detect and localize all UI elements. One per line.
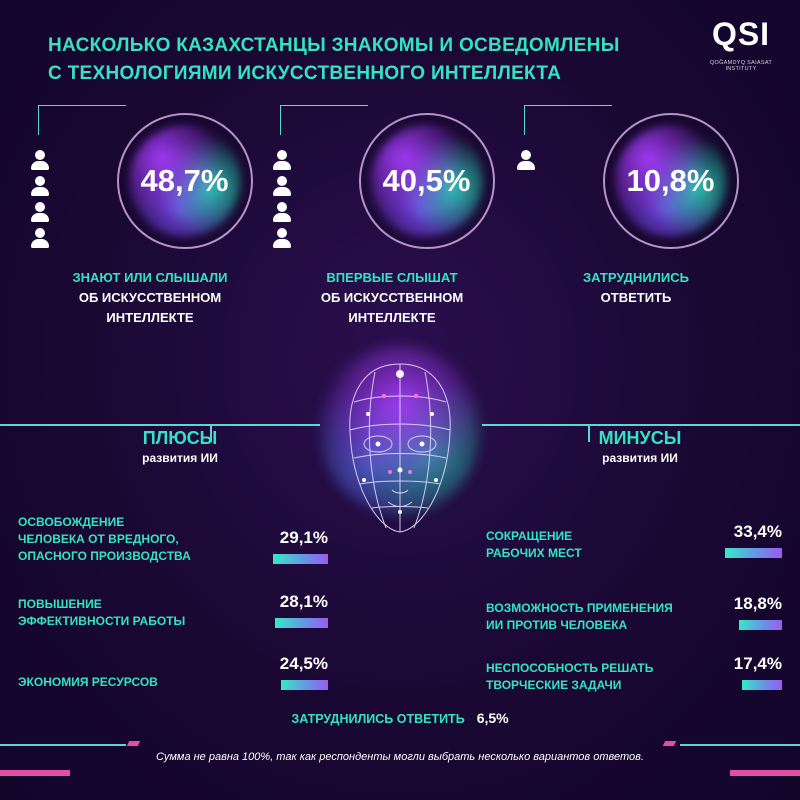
cons-bar-1 [724,548,782,558]
person-icon [272,150,292,172]
stat-label-l3: ИНТЕЛЛЕКТЕ [106,310,194,325]
person-icon [30,150,50,172]
cons-value-3: 17,4% [733,654,782,673]
pros-bar-2 [274,618,328,628]
footer-mark-left [126,741,141,746]
pros-label-3: ЭКОНОМИЯ РЕСУРСОВ [18,674,158,691]
cons-label-line: СОКРАЩЕНИЕ [486,529,573,543]
footer-line-right [680,744,800,746]
footer-line-left [0,744,126,746]
pros-label-1: ОСВОБОЖДЕНИЕ ЧЕЛОВЕКА ОТ ВРЕДНОГО, ОПАСНОГ… [18,514,191,565]
logo-text: QSI [711,16,771,52]
title-line-1: НАСКОЛЬКО КАЗАХСТАНЦЫ ЗНАКОМЫ И ОСВЕДОМЛ… [48,35,620,56]
stat-circle: 10,8% [603,113,739,249]
blob-decoration [129,125,241,237]
stat-bracket [524,105,612,135]
cons-bar-3 [742,680,782,690]
pros-title: ПЛЮСЫ [142,428,218,448]
cons-title: МИНУСЫ [598,428,682,448]
cons-label-line: ТВОРЧЕСКИЕ ЗАДАЧИ [486,678,622,692]
difficult-answer: ЗАТРУДНИЛИСЬ ОТВЕТИТЬ 6,5% [0,710,800,726]
bottom-decoration-left [0,770,70,776]
cons-label-line: ИИ ПРОТИВ ЧЕЛОВЕКА [486,618,628,632]
stat-value: 48,7% [140,163,229,198]
page-title: НАСКОЛЬКО КАЗАХСТАНЦЫ ЗНАКОМЫ И ОСВЕДОМЛ… [48,32,668,88]
cons-subtitle: развития ИИ [602,451,678,465]
stat-label-l2: ОБ ИСКУССТВЕННОМ [78,290,222,305]
blob-decoration [371,125,483,237]
person-icon [30,176,50,198]
pros-bar-3 [281,680,328,690]
bottom-decoration-right [730,770,800,776]
cons-label-3: НЕСПОСОБНОСТЬ РЕШАТЬ ТВОРЧЕСКИЕ ЗАДАЧИ [486,660,653,694]
pros-label-line: ПОВЫШЕНИЕ [18,597,102,611]
person-icon [272,176,292,198]
stat-label-l2: ОТВЕТИТЬ [600,290,672,305]
cons-bar-2 [739,620,782,630]
stat-circle: 40,5% [359,113,495,249]
stat-bracket [38,105,126,135]
stat-label-l1: ВПЕРВЫЕ СЛЫШАТ [326,270,458,285]
stat-2: 40,5% ВПЕРВЫЕ СЛЫШАТ ОБ ИСКУССТВЕННОМ ИНТЕЛ… [262,105,522,335]
blob-decoration [615,125,727,237]
cons-divider-tick [588,424,590,442]
difficult-value: 6,5% [476,710,509,726]
cons-label-line: НЕСПОСОБНОСТЬ РЕШАТЬ [486,661,654,675]
stat-value: 10,8% [626,163,715,198]
footnote: Сумма не равна 100%, так как респонденты… [156,751,644,763]
pros-bar-1 [272,554,328,564]
pros-divider [0,424,320,426]
pros-label-2: ПОВЫШЕНИЕ ЭФФЕКТИВНОСТИ РАБОТЫ [18,596,185,630]
pros-value-3: 24,5% [279,654,328,673]
title-line-2: С ТЕХНОЛОГИЯМИ ИСКУССТВЕННОГО ИНТЕЛЛЕКТА [48,63,562,84]
stat-3: 10,8% ЗАТРУДНИЛИСЬ ОТВЕТИТЬ [506,105,766,335]
pros-label-line: ОСВОБОЖДЕНИЕ [18,515,125,529]
pros-divider-tick [210,424,212,442]
stat-label-l1: ЗНАЮТ ИЛИ СЛЫШАЛИ [72,270,228,285]
pros-label-line: ЭКОНОМИЯ РЕСУРСОВ [18,675,158,689]
stat-label-l1: ЗАТРУДНИЛИСЬ [583,270,689,285]
pros-label-line: ЭФФЕКТИВНОСТИ РАБОТЫ [18,614,186,628]
person-icon [30,228,50,250]
stat-label: ВПЕРВЫЕ СЛЫШАТ ОБ ИСКУССТВЕННОМ ИНТЕЛЛЕКТЕ [262,268,522,328]
person-icon [516,150,536,172]
difficult-label: ЗАТРУДНИЛИСЬ ОТВЕТИТЬ [291,712,465,726]
cons-label-1: СОКРАЩЕНИЕ РАБОЧИХ МЕСТ [486,528,582,562]
ai-head-icon [349,363,451,533]
pros-label-line: ОПАСНОГО ПРОИЗВОДСТВА [18,549,191,563]
person-icon [272,228,292,250]
pros-value-1: 29,1% [279,528,328,547]
pros-subtitle: развития ИИ [142,451,218,465]
logo-subtitle: QOĞAMDYQ SAIASAT INSTITUTY [709,60,773,72]
footer-mark-right [662,741,677,746]
cons-value-1: 33,4% [733,522,782,541]
cons-label-line: РАБОЧИХ МЕСТ [486,546,582,560]
cons-label-line: ВОЗМОЖНОСТЬ ПРИМЕНЕНИЯ [486,601,673,615]
stat-bracket [280,105,368,135]
stat-label: ЗНАЮТ ИЛИ СЛЫШАЛИ ОБ ИСКУССТВЕННОМ ИНТЕЛЛЕ… [20,268,280,328]
stat-label-l3: ИНТЕЛЛЕКТЕ [348,310,436,325]
stat-value: 40,5% [382,163,471,198]
pros-label-line: ЧЕЛОВЕКА ОТ ВРЕДНОГО, [18,532,179,546]
person-icon [30,202,50,224]
stat-circle: 48,7% [117,113,253,249]
qsi-logo: QSI QOĞAMDYQ SAIASAT INSTITUTY [695,16,787,76]
person-icon [272,202,292,224]
stat-1: 48,7% ЗНАЮТ ИЛИ СЛЫШАЛИ ОБ ИСКУССТВЕННОМ ИН… [20,105,280,335]
stat-label: ЗАТРУДНИЛИСЬ ОТВЕТИТЬ [506,268,766,308]
cons-divider [482,424,800,426]
pros-value-2: 28,1% [279,592,328,611]
cons-value-2: 18,8% [733,594,782,613]
stat-label-l2: ОБ ИСКУССТВЕННОМ [320,290,464,305]
cons-label-2: ВОЗМОЖНОСТЬ ПРИМЕНЕНИЯ ИИ ПРОТИВ ЧЕЛОВЕКА [486,600,673,634]
